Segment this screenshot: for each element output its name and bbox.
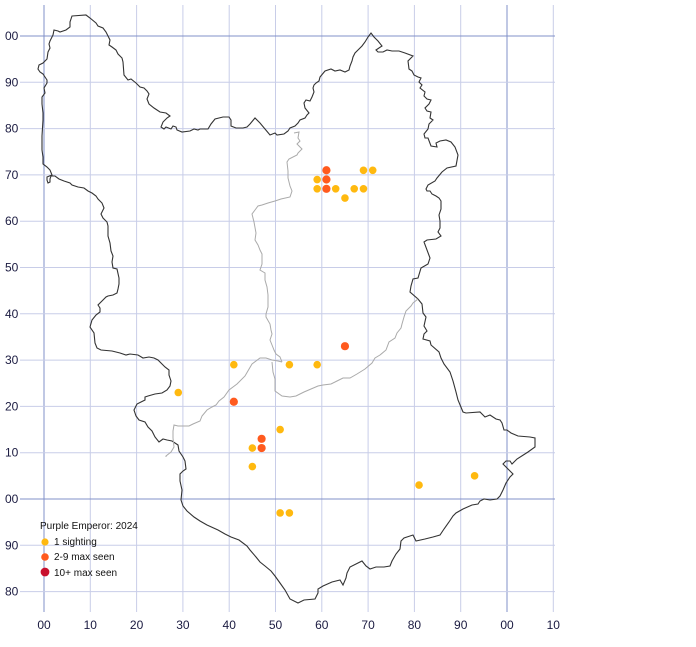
record-points: [174, 166, 479, 517]
grid-lines: [20, 5, 555, 612]
x-tick-label: 20: [130, 618, 144, 632]
legend: Purple Emperor: 2024 1 sighting 2-9 max …: [40, 521, 138, 579]
record-dot: [322, 166, 331, 175]
record-dot: [322, 184, 331, 193]
x-tick-label: 50: [269, 618, 283, 632]
record-dot: [350, 184, 359, 193]
record-dot: [174, 388, 183, 397]
y-tick-label: 90: [5, 75, 19, 89]
record-dot: [230, 360, 238, 369]
svg-text:10+ max seen: 10+ max seen: [54, 568, 117, 579]
y-tick-label: 90: [5, 538, 19, 552]
x-tick-label: 90: [454, 618, 468, 632]
x-tick-label: 30: [176, 618, 190, 632]
legend-item-10-plus-max-seen: 10+ max seen: [40, 567, 117, 579]
x-tick-label: 00: [500, 618, 514, 632]
record-dot: [359, 184, 368, 193]
record-dot: [248, 444, 257, 452]
y-tick-label: 80: [5, 585, 19, 599]
legend-item-1-sighting: 1 sighting: [41, 537, 97, 548]
record-dot: [415, 481, 423, 489]
record-dot: [359, 166, 368, 175]
x-tick-label: 60: [315, 618, 329, 632]
record-dot: [331, 184, 340, 193]
record-dot: [285, 509, 294, 517]
record-dot: [322, 175, 331, 184]
y-tick-label: 60: [5, 214, 19, 228]
y-tick-label: 00: [5, 29, 19, 43]
x-tick-label: 40: [223, 618, 237, 632]
inner-boundary-south: [271, 298, 419, 398]
record-dot: [313, 175, 321, 184]
record-dot: [341, 194, 349, 202]
record-dot: [276, 509, 284, 517]
record-dot: [276, 425, 284, 434]
y-axis-labels: 00 90 80 70 60 50 40 30 20 10 00 90 80: [5, 29, 19, 599]
x-tick-label: 70: [361, 618, 375, 632]
x-axis-labels: 00 10 20 30 40 50 60 70 80 90 00 10: [37, 618, 560, 632]
legend-title: Purple Emperor: 2024: [40, 521, 138, 532]
record-dot: [313, 184, 321, 193]
record-dot: [257, 434, 266, 443]
record-dot: [313, 360, 321, 369]
svg-text:2-9 max seen: 2-9 max seen: [54, 552, 115, 563]
x-tick-label: 10: [547, 618, 561, 632]
legend-item-2-9-max-seen: 2-9 max seen: [41, 552, 115, 563]
y-tick-label: 20: [5, 399, 19, 413]
record-dot: [285, 360, 294, 369]
inner-boundary-central: [165, 357, 283, 457]
record-dot: [229, 397, 238, 406]
record-dot: [368, 166, 377, 175]
record-dot: [340, 342, 350, 351]
y-tick-label: 00: [5, 492, 19, 506]
record-dot: [257, 443, 266, 453]
y-tick-label: 80: [5, 122, 19, 136]
legend-dot-orange-icon: [41, 553, 49, 561]
legend-dot-red-icon: [40, 567, 50, 577]
y-tick-label: 40: [5, 307, 19, 321]
county-outline: [37, 14, 536, 604]
y-tick-label: 30: [5, 353, 19, 367]
y-tick-label: 10: [5, 446, 19, 460]
x-tick-label: 00: [37, 618, 51, 632]
y-tick-label: 50: [5, 261, 19, 275]
svg-text:1 sighting: 1 sighting: [54, 537, 97, 548]
x-tick-label: 80: [408, 618, 422, 632]
y-tick-label: 70: [5, 168, 19, 182]
record-dot: [470, 472, 479, 480]
inner-boundary-west: [251, 131, 303, 363]
x-tick-label: 10: [84, 618, 98, 632]
record-dot: [248, 462, 257, 471]
legend-dot-yellow-icon: [41, 538, 49, 546]
